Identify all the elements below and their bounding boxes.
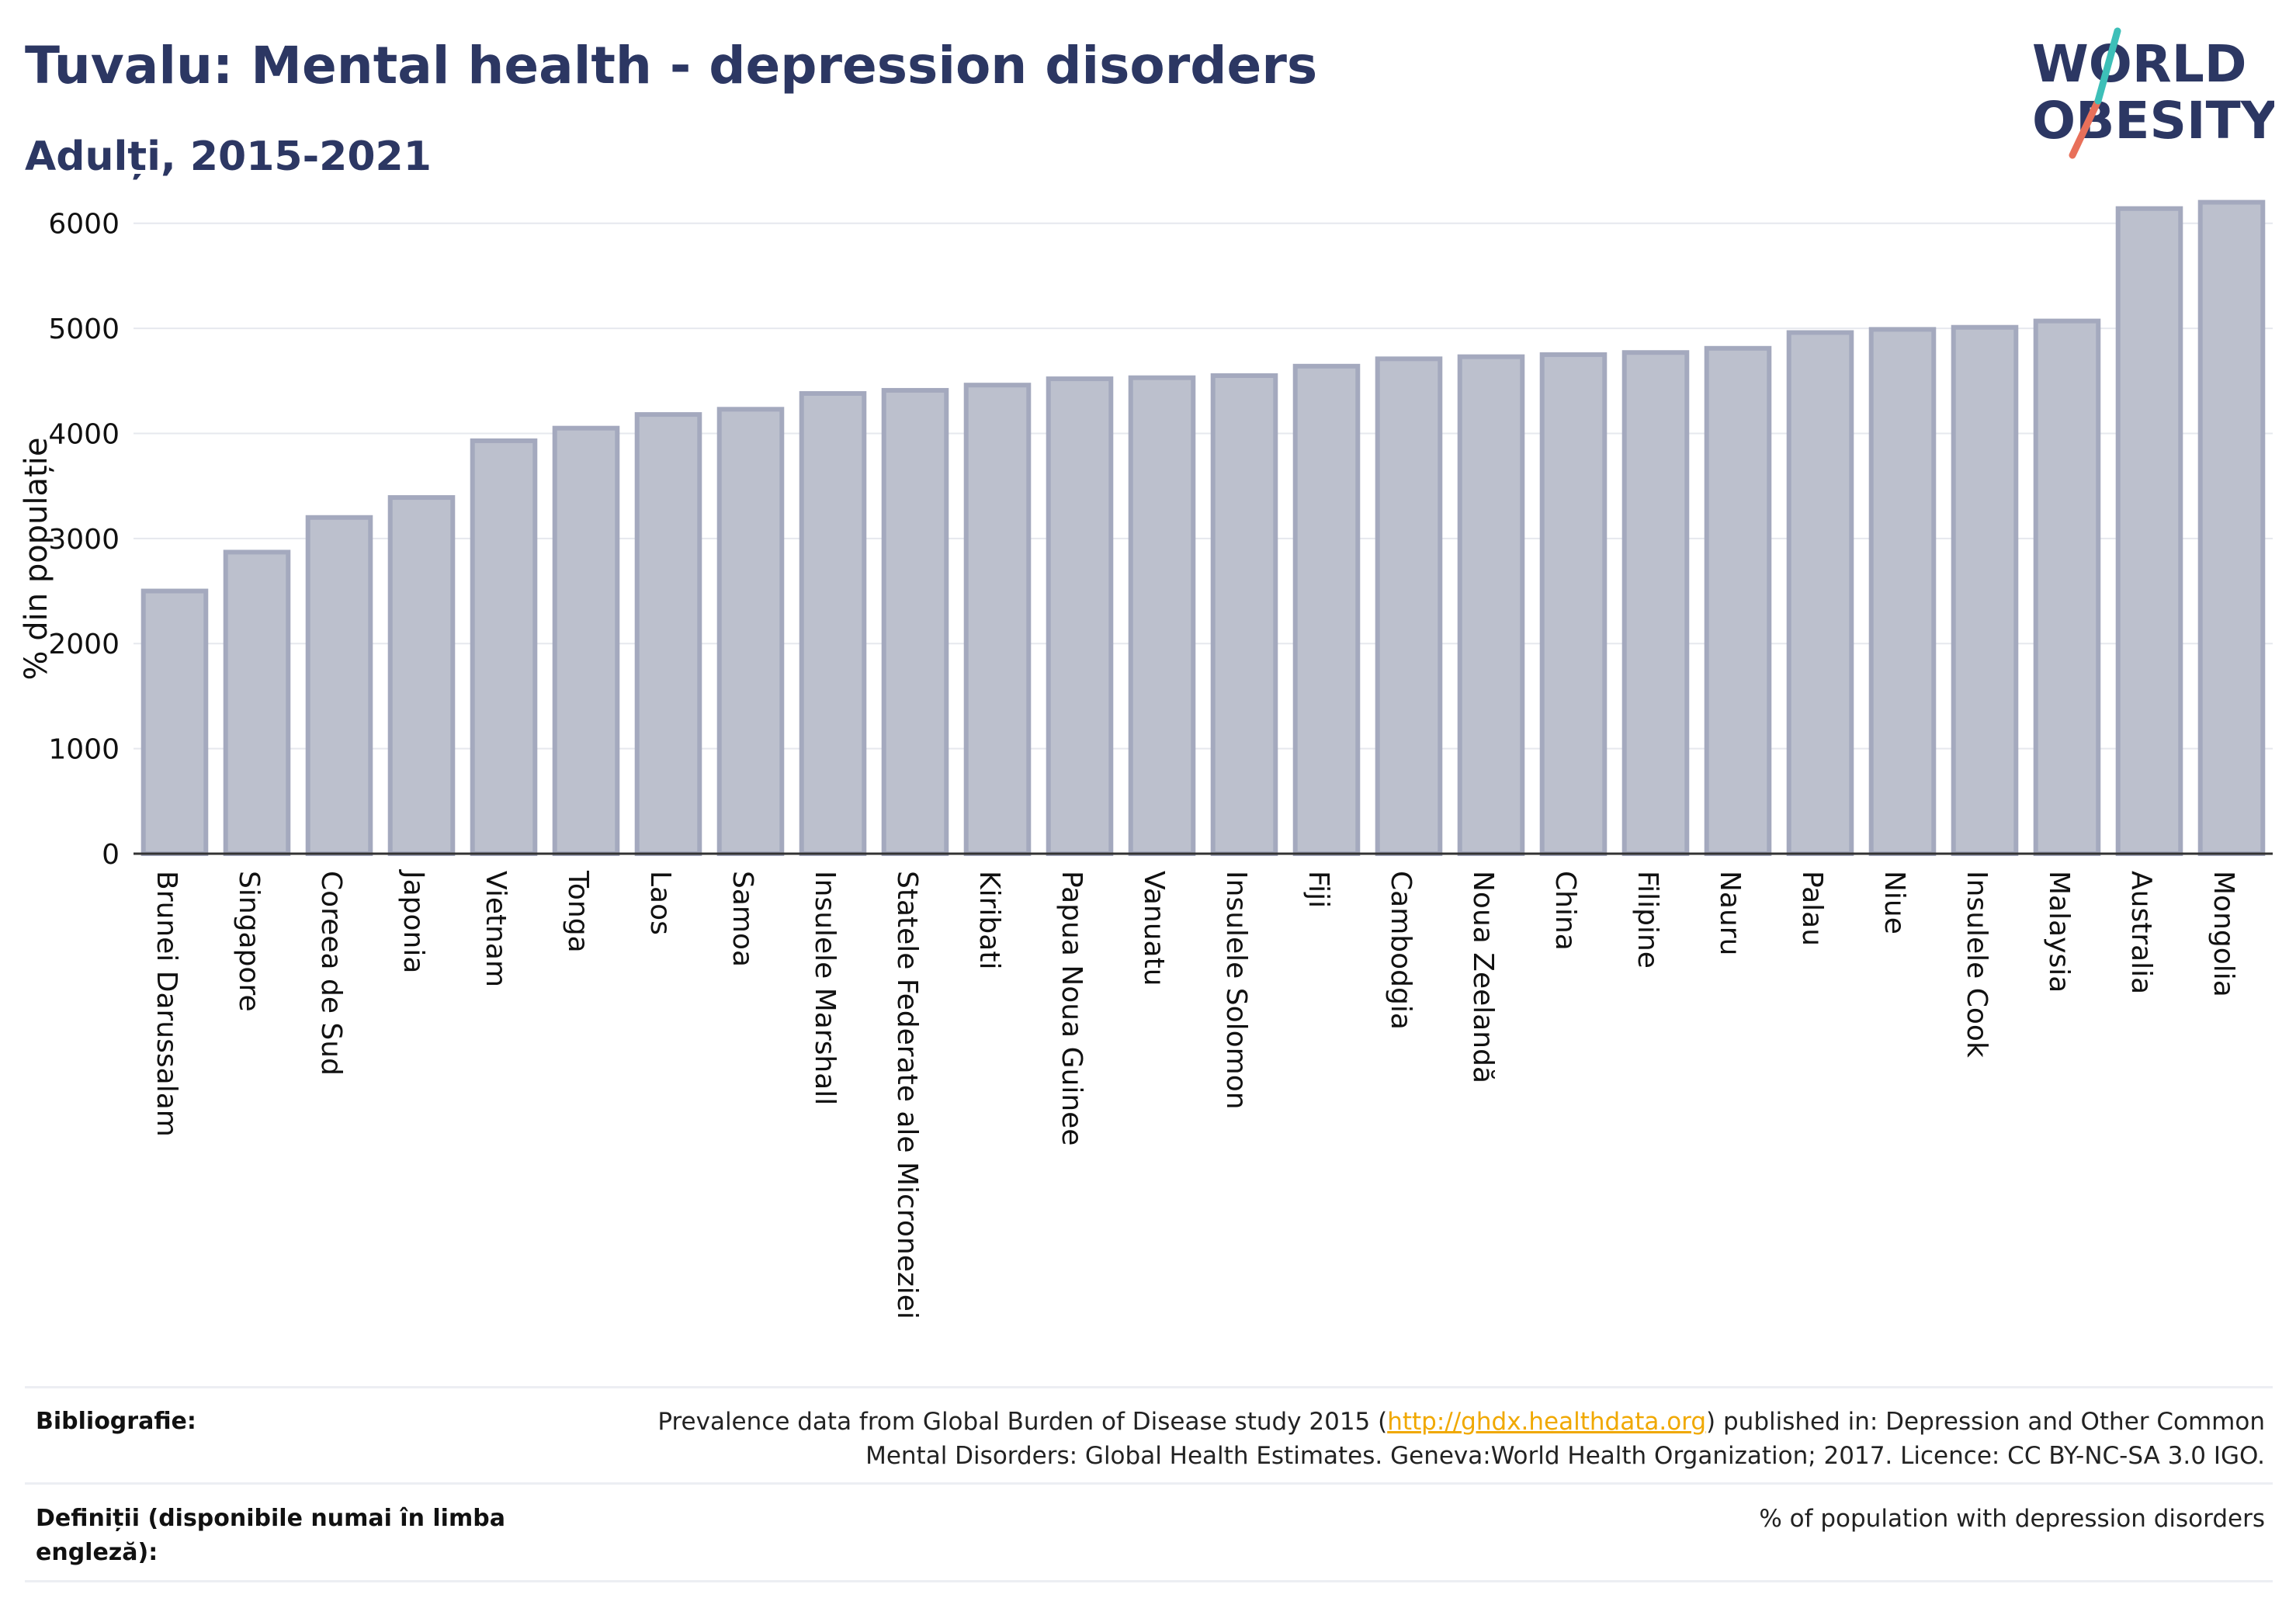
logo-slash-upper bbox=[2094, 27, 2121, 105]
x-tick-label: Mongolia bbox=[2208, 871, 2239, 997]
x-tick-label: Singapore bbox=[233, 871, 265, 1012]
bar-chart: 0 1000 2000 3000 4000 5000 6000 Brunei Darussa… bbox=[19, 199, 2273, 1319]
bar[interactable] bbox=[799, 391, 867, 856]
footer-divider-middle bbox=[25, 1482, 2273, 1485]
y-tick-label: 0 bbox=[102, 839, 120, 871]
y-tick-label: 4000 bbox=[48, 418, 120, 450]
bar[interactable] bbox=[1457, 354, 1525, 856]
bibliography-line-2: Mental Disorders: Global Health Estimate… bbox=[865, 1442, 2265, 1470]
footer-divider-top bbox=[25, 1386, 2273, 1388]
bar[interactable] bbox=[140, 588, 209, 856]
x-tick-label: Fiji bbox=[1302, 871, 1334, 908]
bar[interactable] bbox=[881, 387, 949, 856]
bibliography-post: ) published in: Depression and Other Com… bbox=[1706, 1408, 2265, 1436]
definitions-label: Definiții (disponibile numai în limba en… bbox=[36, 1502, 505, 1570]
bibliography-pre: Prevalence data from Global Burden of Di… bbox=[657, 1408, 1388, 1436]
bar[interactable] bbox=[1621, 350, 1690, 856]
x-tick-label: Malaysia bbox=[2043, 871, 2075, 993]
bar[interactable] bbox=[223, 549, 291, 856]
bar[interactable] bbox=[2115, 206, 2183, 856]
bar[interactable] bbox=[387, 495, 456, 856]
chart-title: Tuvalu: Mental health - depression disor… bbox=[25, 36, 1318, 95]
bar[interactable] bbox=[1951, 324, 2019, 856]
x-tick-label: Insulele Cook bbox=[1961, 871, 1993, 1058]
bibliography-label: Bibliografie: bbox=[36, 1408, 196, 1435]
y-tick-label: 1000 bbox=[48, 734, 120, 766]
logo-line2: OBESITY bbox=[2032, 91, 2274, 151]
x-tick-label: Japonia bbox=[397, 869, 429, 973]
y-axis-label: % din populație bbox=[19, 438, 54, 681]
definitions-label-line-2: engleză): bbox=[36, 1539, 158, 1566]
definitions-text: % of population with depression disorder… bbox=[1759, 1505, 2265, 1533]
y-axis-tick-labels: 0 1000 2000 3000 4000 5000 6000 bbox=[48, 209, 120, 871]
x-tick-label: Tonga bbox=[562, 870, 594, 953]
bar[interactable] bbox=[1210, 373, 1278, 856]
x-tick-label: Brunei Darussalam bbox=[151, 871, 182, 1137]
x-tick-label: Palau bbox=[1796, 871, 1828, 946]
x-tick-label: China bbox=[1549, 871, 1581, 951]
bar[interactable] bbox=[634, 412, 702, 856]
y-tick-label: 2000 bbox=[48, 629, 120, 660]
bar[interactable] bbox=[2033, 318, 2101, 857]
y-tick-label: 3000 bbox=[48, 524, 120, 556]
bar[interactable] bbox=[1868, 327, 1937, 856]
logo-line1: WORLD bbox=[2032, 34, 2247, 94]
bar[interactable] bbox=[1292, 363, 1361, 857]
bar[interactable] bbox=[1046, 376, 1114, 856]
x-axis-tick-labels: Brunei Darussalam Singapore Coreea de Sud J… bbox=[151, 869, 2239, 1319]
x-tick-label: Nauru bbox=[1714, 871, 1746, 955]
bar[interactable] bbox=[552, 425, 620, 856]
x-tick-label: Insulele Marshall bbox=[809, 871, 841, 1105]
bar[interactable] bbox=[1375, 356, 1443, 857]
x-tick-label: Insulele Solomon bbox=[1220, 871, 1252, 1110]
x-tick-label: Laos bbox=[644, 871, 676, 935]
x-tick-label: Cambodgia bbox=[1385, 871, 1417, 1030]
bar[interactable] bbox=[2197, 199, 2266, 857]
x-tick-label: Filipine bbox=[1632, 871, 1663, 969]
x-tick-label: Kiribati bbox=[973, 871, 1005, 969]
x-tick-label: Vanuatu bbox=[1138, 871, 1170, 986]
bar[interactable] bbox=[470, 438, 538, 856]
bibliography-link[interactable]: http://ghdx.healthdata.org bbox=[1387, 1408, 1707, 1436]
x-tick-label: Niue bbox=[1878, 871, 1910, 934]
bar[interactable] bbox=[1786, 330, 1854, 856]
bars bbox=[140, 199, 2266, 857]
x-tick-label: Australia bbox=[2125, 871, 2157, 994]
x-tick-label: Samoa bbox=[727, 871, 758, 967]
definitions-label-line-1: Definiții (disponibile numai în limba bbox=[36, 1505, 505, 1532]
bibliography-text: Prevalence data from Global Burden of Di… bbox=[657, 1405, 2265, 1473]
bar[interactable] bbox=[1704, 345, 1772, 856]
bibliography-line-1: Prevalence data from Global Burden of Di… bbox=[657, 1405, 2265, 1439]
world-obesity-logo: WORLD OBESITY bbox=[2032, 27, 2274, 159]
bar[interactable] bbox=[1539, 352, 1608, 856]
chart-subtitle: Adulți, 2015-2021 bbox=[25, 133, 432, 180]
bar[interactable] bbox=[963, 383, 1032, 856]
x-tick-label: Vietnam bbox=[480, 871, 512, 987]
logo-slash-lower bbox=[2069, 97, 2102, 159]
bar[interactable] bbox=[1128, 375, 1196, 856]
y-tick-label: 5000 bbox=[48, 314, 120, 345]
x-tick-label: Noua Zeelandă bbox=[1467, 871, 1499, 1083]
footer-divider-bottom bbox=[25, 1580, 2273, 1582]
x-tick-label: Coreea de Sud bbox=[315, 871, 347, 1076]
x-tick-label: Statele Federate ale Microneziei bbox=[891, 871, 923, 1319]
x-tick-label: Papua Noua Guinee bbox=[1056, 871, 1087, 1145]
y-tick-label: 6000 bbox=[48, 209, 120, 241]
bar[interactable] bbox=[716, 407, 785, 856]
bar[interactable] bbox=[305, 515, 373, 856]
